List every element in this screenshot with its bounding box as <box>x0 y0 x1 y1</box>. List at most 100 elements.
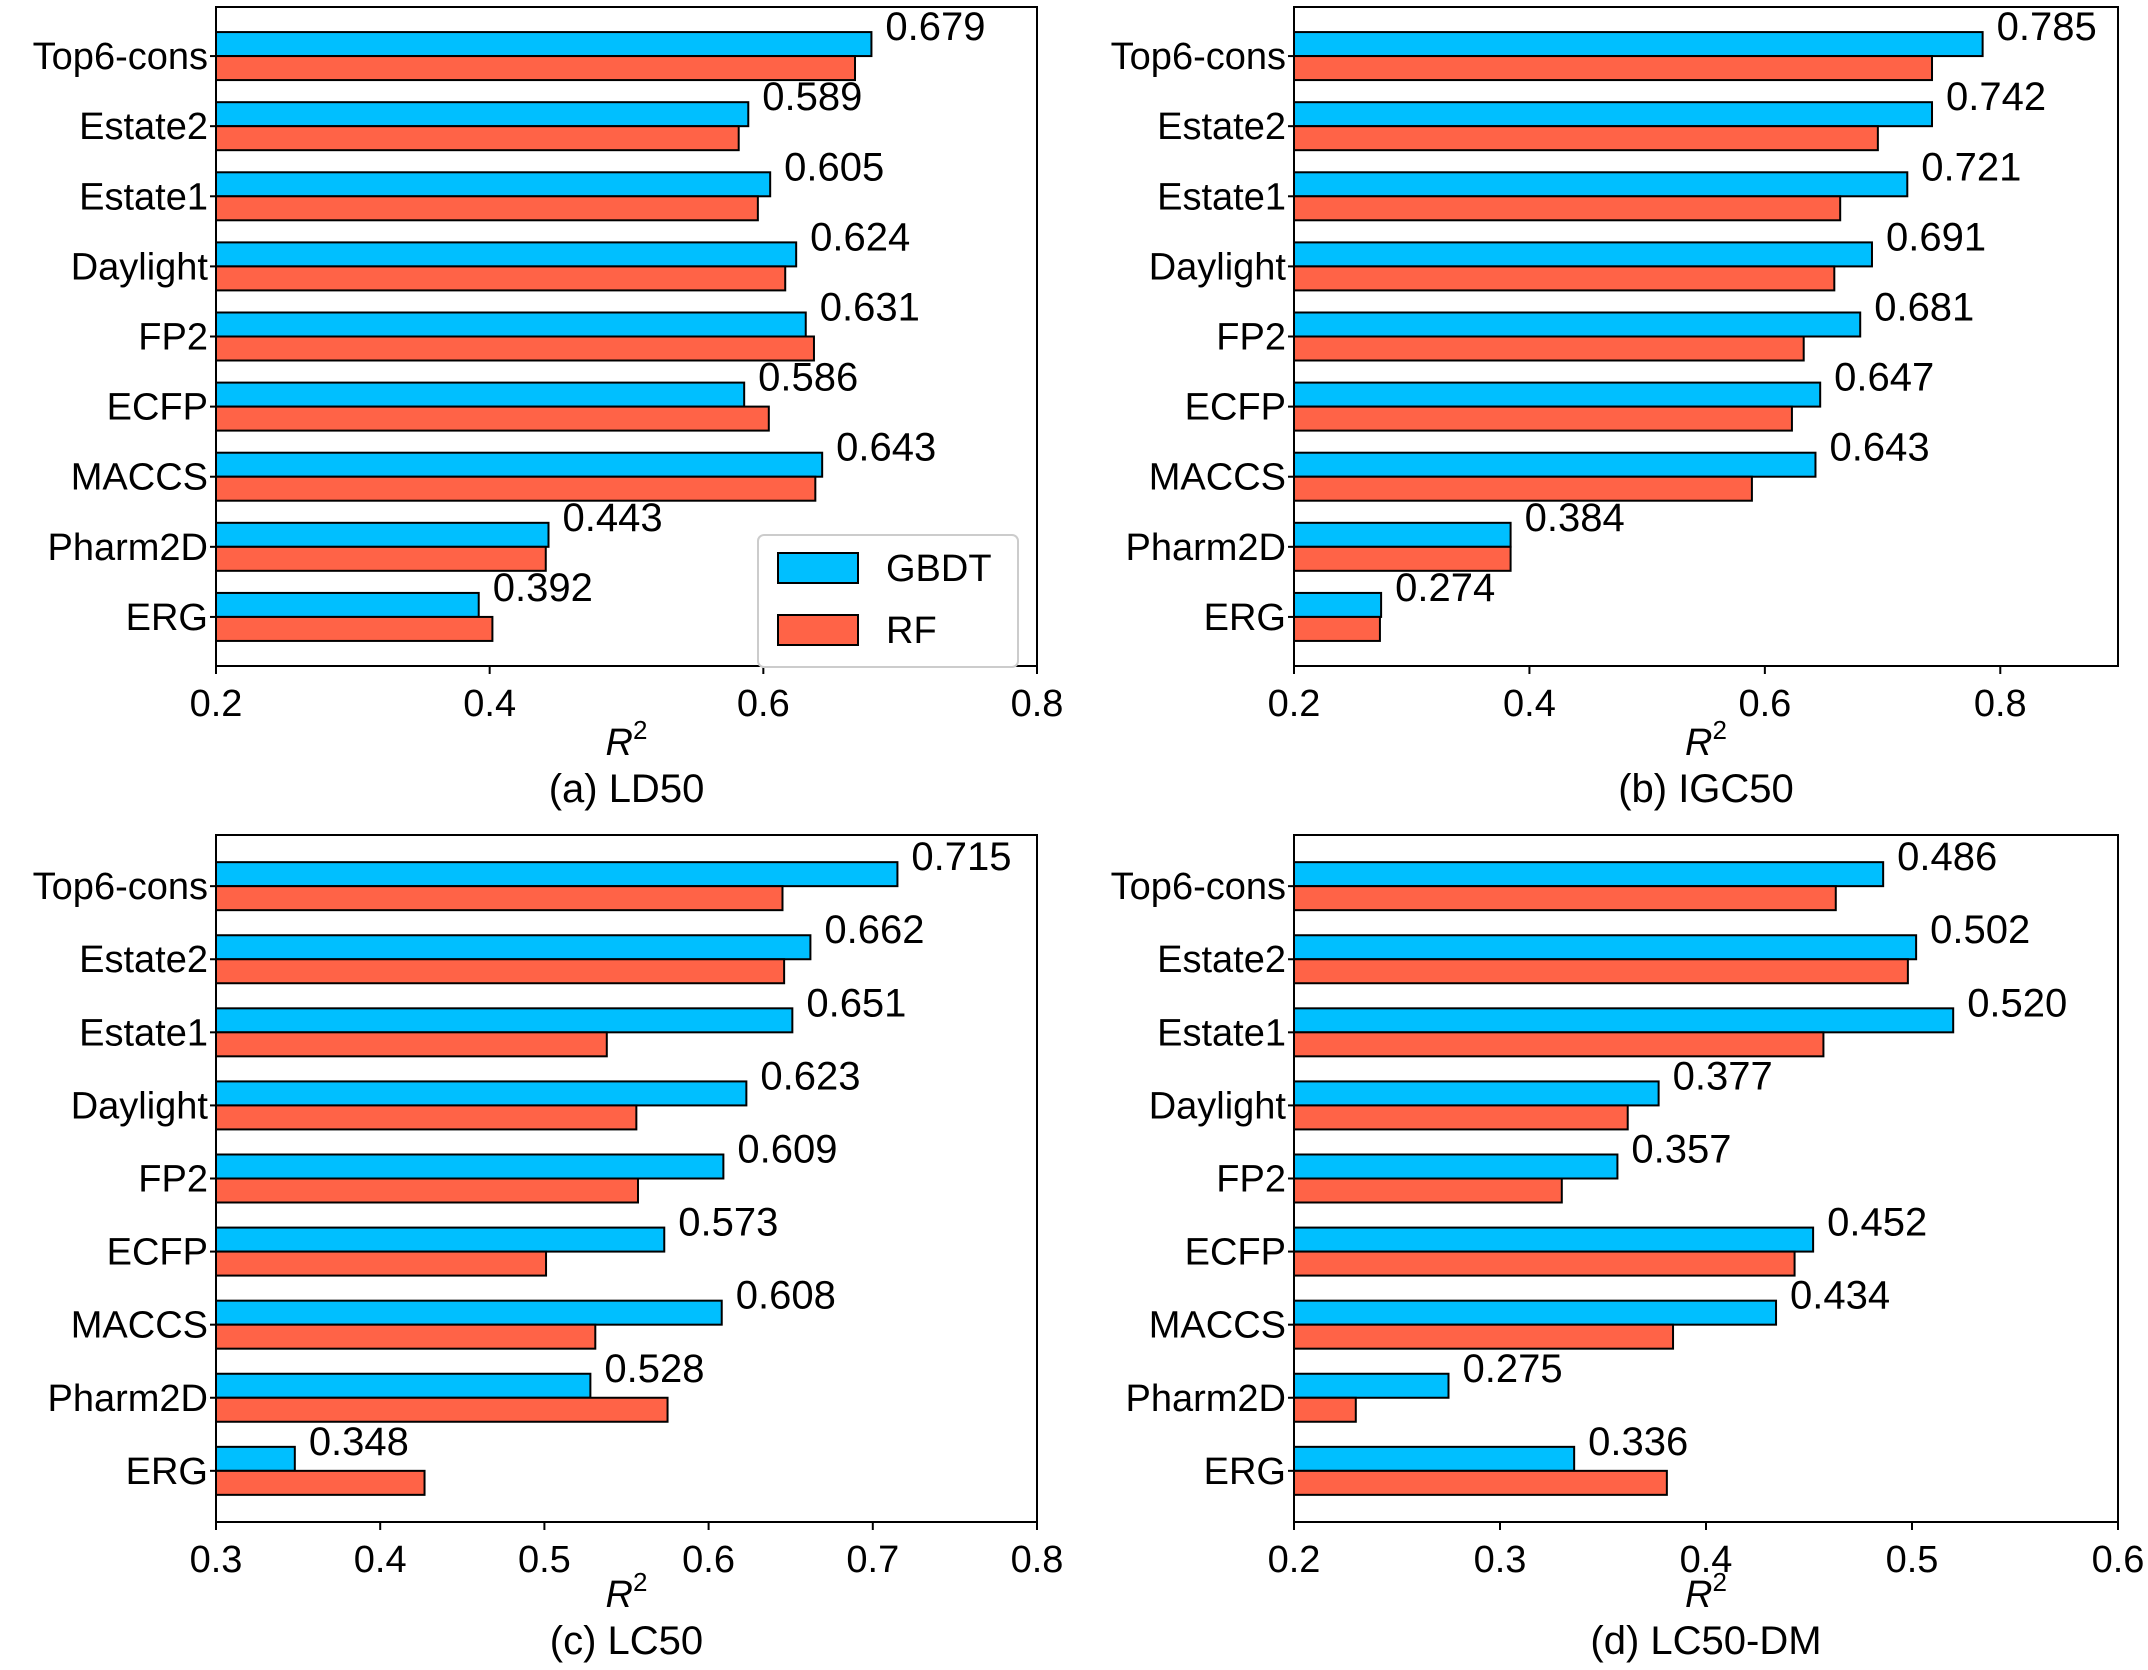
x-tick-label: 0.4 <box>1680 1539 1733 1581</box>
x-tick-label: 0.5 <box>1886 1539 1939 1581</box>
rf-bar <box>215 475 817 502</box>
category-label: MACCS <box>71 457 208 499</box>
category-label: Top6-cons <box>1111 866 1286 908</box>
rf-bar <box>215 1104 638 1131</box>
value-label: 0.662 <box>824 908 924 952</box>
gbdt-bar <box>215 101 750 128</box>
category-label: ECFP <box>107 1232 208 1274</box>
value-label: 0.586 <box>758 356 858 400</box>
rf-bar <box>215 1396 669 1423</box>
value-label: 0.443 <box>563 496 663 540</box>
x-axis-label: R2 <box>1685 715 1727 764</box>
category-label: FP2 <box>138 1159 208 1201</box>
value-label: 0.573 <box>678 1201 778 1245</box>
value-label: 0.589 <box>762 75 862 119</box>
rf-bar <box>1293 885 1837 912</box>
category-label: Estate1 <box>79 1012 208 1054</box>
chart-panel-4: Top6-cons 0.486 Estate2 0.502 Estate1 0.520 Da… <box>1111 834 2144 1663</box>
plot-frame <box>215 834 1038 1523</box>
panel-caption: (d) LC50-DM <box>1590 1619 1821 1663</box>
value-label: 0.679 <box>885 5 985 49</box>
chart-panel-2: Top6-cons 0.785 Estate2 0.742 Estate1 0.721 Da… <box>1111 5 2119 811</box>
gbdt-bar <box>1293 311 1862 338</box>
gbdt-bar <box>215 31 873 58</box>
value-label: 0.605 <box>784 145 884 189</box>
value-label: 0.520 <box>1967 981 2067 1025</box>
gbdt-bar <box>215 861 899 888</box>
gbdt-bar <box>215 1080 748 1107</box>
rf-bar <box>1293 1104 1629 1131</box>
gbdt-bar <box>1293 591 1383 618</box>
gbdt-bar <box>215 1226 666 1253</box>
gbdt-bar <box>1293 1226 1815 1253</box>
rf-bar <box>215 1250 548 1277</box>
x-tick-label: 0.5 <box>518 1539 571 1581</box>
rf-bar <box>215 55 857 82</box>
category-label: ECFP <box>107 387 208 429</box>
category-label: ERG <box>126 597 208 639</box>
value-label: 0.434 <box>1790 1274 1890 1318</box>
gbdt-bar <box>215 1007 794 1034</box>
category-label: Estate1 <box>1157 176 1286 218</box>
x-tick-label: 0.8 <box>1011 1539 1064 1581</box>
rf-bar <box>1293 1250 1796 1277</box>
rf-bar <box>215 958 786 985</box>
gbdt-bar <box>215 1445 296 1472</box>
rf-bar <box>215 1177 639 1204</box>
value-label: 0.643 <box>1829 426 1929 470</box>
rf-bar <box>1293 125 1879 152</box>
value-label: 0.275 <box>1463 1347 1563 1391</box>
x-tick-label: 0.4 <box>1503 683 1556 725</box>
category-label: Estate2 <box>1157 939 1286 981</box>
plot-frame <box>1293 6 2119 667</box>
gbdt-bar <box>215 934 812 961</box>
value-label: 0.651 <box>806 981 906 1025</box>
value-label: 0.715 <box>911 835 1011 879</box>
value-label: 0.785 <box>1997 5 2097 49</box>
value-label: 0.608 <box>736 1274 836 1318</box>
gbdt-bar <box>1293 241 1873 268</box>
value-label: 0.742 <box>1946 75 2046 119</box>
x-tick-label: 0.6 <box>682 1539 735 1581</box>
rf-bar <box>215 125 740 152</box>
gbdt-bar <box>215 521 550 548</box>
gbdt-bar <box>215 451 824 478</box>
rf-bar <box>1293 958 1909 985</box>
value-label: 0.624 <box>810 215 910 259</box>
category-label: Daylight <box>71 246 209 288</box>
category-label: FP2 <box>1216 1159 1286 1201</box>
x-tick-label: 0.2 <box>1268 683 1321 725</box>
panel-caption: (c) LC50 <box>550 1619 703 1663</box>
category-label: Estate1 <box>1157 1012 1286 1054</box>
rf-bar <box>1293 265 1836 292</box>
x-tick-label: 0.3 <box>190 1539 243 1581</box>
rf-bar <box>1293 55 1934 82</box>
rf-bar <box>215 265 787 292</box>
gbdt-bar <box>215 241 798 268</box>
legend-label: GBDT <box>886 548 992 590</box>
value-label: 0.384 <box>1525 496 1625 540</box>
x-tick-label: 0.2 <box>190 683 243 725</box>
gbdt-bar <box>1293 381 1822 408</box>
rf-bar <box>215 1469 426 1496</box>
gbdt-bar <box>215 311 807 338</box>
panel-caption: (b) IGC50 <box>1618 767 1794 811</box>
gbdt-bar <box>1293 1445 1576 1472</box>
rf-bar <box>215 1031 608 1058</box>
value-label: 0.643 <box>836 426 936 470</box>
gbdt-bar <box>1293 1372 1450 1399</box>
value-label: 0.681 <box>1874 286 1974 330</box>
value-label: 0.609 <box>737 1128 837 1172</box>
rf-bar <box>1293 1323 1675 1350</box>
category-label: Top6-cons <box>33 36 208 78</box>
category-label: Pharm2D <box>1126 527 1287 569</box>
rf-bar <box>1293 1396 1357 1423</box>
gbdt-bar <box>1293 521 1512 548</box>
gbdt-bar <box>215 1299 723 1326</box>
gbdt-bar <box>1293 171 1909 198</box>
gbdt-bar <box>1293 1153 1619 1180</box>
gbdt-bar <box>1293 31 1984 58</box>
x-tick-label: 0.4 <box>463 683 516 725</box>
category-label: Estate1 <box>79 176 208 218</box>
value-label: 0.502 <box>1930 908 2030 952</box>
